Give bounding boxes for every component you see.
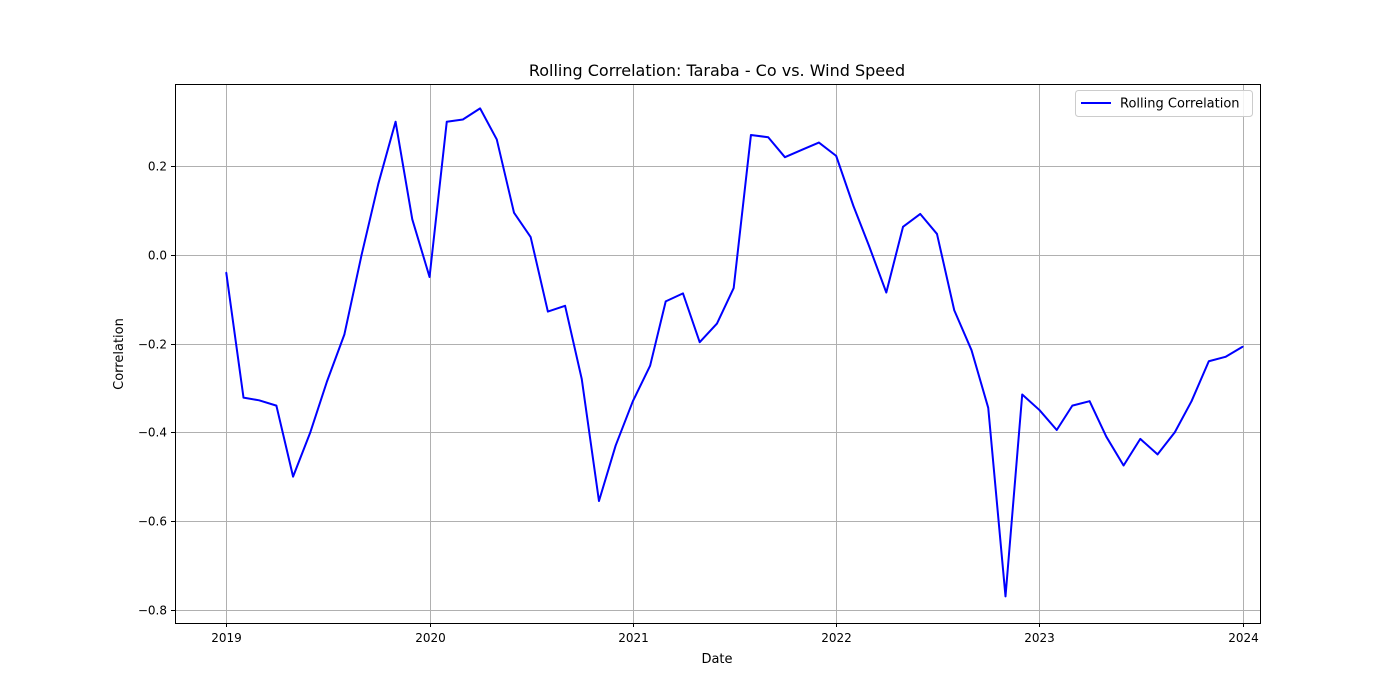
data-point <box>919 213 922 215</box>
data-point <box>360 253 363 256</box>
x-tick-label: 2024 <box>1228 631 1259 645</box>
data-point <box>970 349 973 351</box>
y-tick-label: −0.4 <box>138 426 167 440</box>
data-point <box>1139 438 1142 440</box>
data-point <box>1038 409 1041 411</box>
data-point <box>767 136 770 139</box>
y-tick-label: −0.6 <box>138 515 167 529</box>
data-point <box>632 400 634 402</box>
data-point <box>547 310 549 313</box>
y-axis-label: Correlation <box>112 318 127 390</box>
data-point <box>1224 356 1227 358</box>
data-point <box>1190 400 1193 402</box>
data-point <box>885 291 888 294</box>
data-point <box>529 236 532 238</box>
y-tick-label: −0.2 <box>138 338 167 352</box>
data-point <box>326 380 328 383</box>
data-point <box>258 399 260 402</box>
data-point <box>343 333 346 336</box>
x-tick-label: 2022 <box>821 631 852 645</box>
data-point <box>1208 360 1210 363</box>
x-tick-label: 2020 <box>415 631 446 645</box>
x-tick-label: 2021 <box>618 631 649 645</box>
data-point <box>411 218 414 221</box>
data-point <box>1088 400 1091 402</box>
data-point <box>1055 429 1058 431</box>
data-point <box>1021 393 1024 396</box>
data-point <box>732 287 735 289</box>
y-tick-label: 0.2 <box>148 160 167 174</box>
data-point <box>513 211 515 214</box>
data-point <box>649 364 651 367</box>
data-point <box>580 378 583 380</box>
data-point <box>275 404 278 407</box>
data-point <box>428 276 431 278</box>
data-point <box>242 396 245 399</box>
data-point <box>750 134 752 136</box>
data-point <box>1122 464 1125 467</box>
data-point <box>614 444 617 447</box>
data-point <box>682 292 684 295</box>
data-point <box>784 156 786 158</box>
data-point <box>818 141 820 144</box>
legend-label: Rolling Correlation <box>1120 97 1240 112</box>
data-point <box>987 407 990 409</box>
x-tick-label: 2023 <box>1024 631 1055 645</box>
data-point <box>868 245 870 247</box>
series-layer <box>225 107 1244 598</box>
x-tick-label: 2019 <box>211 631 242 645</box>
data-point <box>292 475 294 478</box>
data-point <box>225 271 228 274</box>
x-axis-label: Date <box>701 652 732 667</box>
data-point <box>852 205 855 207</box>
axis-ticks: 2019 2020 2021 2022 2023 2024 −0.8 −0.6 −0.4 −0.2… <box>138 160 1259 646</box>
data-point <box>835 155 837 157</box>
data-point <box>564 305 566 307</box>
data-point <box>598 500 600 502</box>
data-point <box>801 148 803 151</box>
data-point <box>1071 404 1074 407</box>
data-point <box>1241 345 1244 348</box>
data-point <box>698 341 701 343</box>
data-point <box>1174 431 1176 434</box>
y-tick-label: −0.8 <box>138 604 167 618</box>
data-point <box>462 118 464 121</box>
grid-lines <box>175 84 1260 623</box>
data-point <box>1105 435 1108 438</box>
chart-title: Rolling Correlation: Taraba - Co vs. Win… <box>529 61 905 80</box>
data-point <box>309 431 312 434</box>
data-point <box>495 138 498 141</box>
data-point <box>1004 595 1007 598</box>
series-line-rolling-correlation <box>225 107 1244 598</box>
data-point <box>936 233 938 235</box>
data-point <box>394 120 397 123</box>
data-point <box>902 226 904 228</box>
data-point <box>377 183 380 185</box>
y-tick-label: 0.0 <box>148 249 167 263</box>
legend: Rolling Correlation <box>1075 90 1253 117</box>
data-point <box>716 322 718 325</box>
data-point <box>445 120 448 123</box>
plot-area-frame <box>175 84 1261 624</box>
legend-box <box>1075 90 1253 117</box>
data-point <box>1156 453 1159 456</box>
data-point <box>953 309 956 312</box>
data-point <box>479 107 481 110</box>
data-point <box>664 300 667 303</box>
